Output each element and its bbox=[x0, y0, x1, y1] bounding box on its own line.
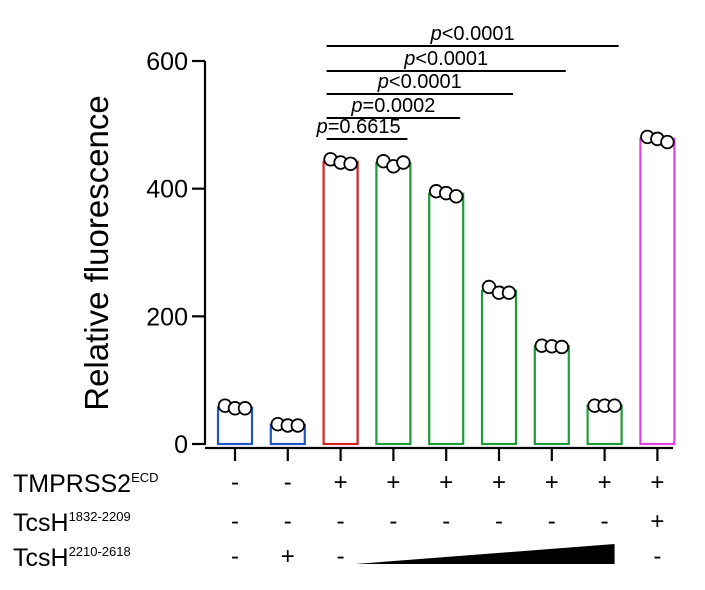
condition-value: - bbox=[653, 543, 661, 570]
condition-label: TcsH1832-2209 bbox=[13, 509, 131, 537]
condition-value: - bbox=[442, 508, 450, 535]
condition-value: - bbox=[231, 543, 239, 570]
condition-value: - bbox=[495, 508, 503, 535]
y-tick-label: 600 bbox=[146, 48, 188, 76]
y-tick-label: 400 bbox=[146, 176, 188, 204]
condition-value: + bbox=[281, 543, 295, 570]
condition-value: - bbox=[284, 508, 292, 535]
condition-value: - bbox=[601, 508, 609, 535]
condition-value: + bbox=[492, 469, 506, 496]
y-tick-label: 0 bbox=[174, 431, 188, 459]
condition-value: + bbox=[650, 508, 664, 535]
concentration-gradient-wedge bbox=[355, 544, 615, 564]
bar bbox=[639, 137, 676, 446]
data-point bbox=[290, 418, 306, 433]
p-value-label: p<0.0001 bbox=[377, 71, 462, 93]
y-axis-label: Relative fluorescence bbox=[78, 95, 115, 411]
p-value-label: p<0.0001 bbox=[403, 48, 488, 70]
condition-value: - bbox=[231, 508, 239, 535]
data-point bbox=[554, 339, 570, 355]
bar bbox=[322, 160, 359, 446]
data-point bbox=[607, 398, 622, 413]
bar bbox=[480, 289, 518, 446]
condition-value: + bbox=[439, 469, 453, 496]
data-point bbox=[396, 155, 411, 170]
condition-value: + bbox=[545, 469, 559, 496]
condition-value: + bbox=[386, 469, 400, 496]
condition-value: - bbox=[231, 469, 239, 496]
condition-value: - bbox=[284, 469, 292, 496]
condition-value: - bbox=[389, 508, 397, 535]
p-value-label: p=0.0002 bbox=[350, 95, 435, 117]
p-value-label: p<0.0001 bbox=[430, 23, 515, 45]
data-point bbox=[343, 156, 358, 171]
data-point bbox=[660, 134, 675, 150]
bar bbox=[533, 345, 570, 446]
condition-label: TcsH2210-2618 bbox=[13, 544, 131, 572]
bar bbox=[375, 162, 412, 446]
data-point bbox=[237, 401, 253, 416]
condition-value: - bbox=[337, 543, 345, 570]
condition-value: + bbox=[598, 469, 612, 496]
bar bbox=[428, 192, 465, 446]
condition-value: - bbox=[548, 508, 556, 535]
condition-label: TMPRSS2ECD bbox=[13, 470, 159, 498]
data-point bbox=[449, 189, 464, 204]
condition-value: + bbox=[334, 469, 348, 496]
data-point bbox=[501, 285, 517, 300]
y-tick-label: 200 bbox=[146, 303, 188, 331]
condition-value: - bbox=[337, 508, 345, 535]
p-value-label: p=0.6615 bbox=[316, 116, 401, 138]
condition-value: + bbox=[650, 469, 664, 496]
